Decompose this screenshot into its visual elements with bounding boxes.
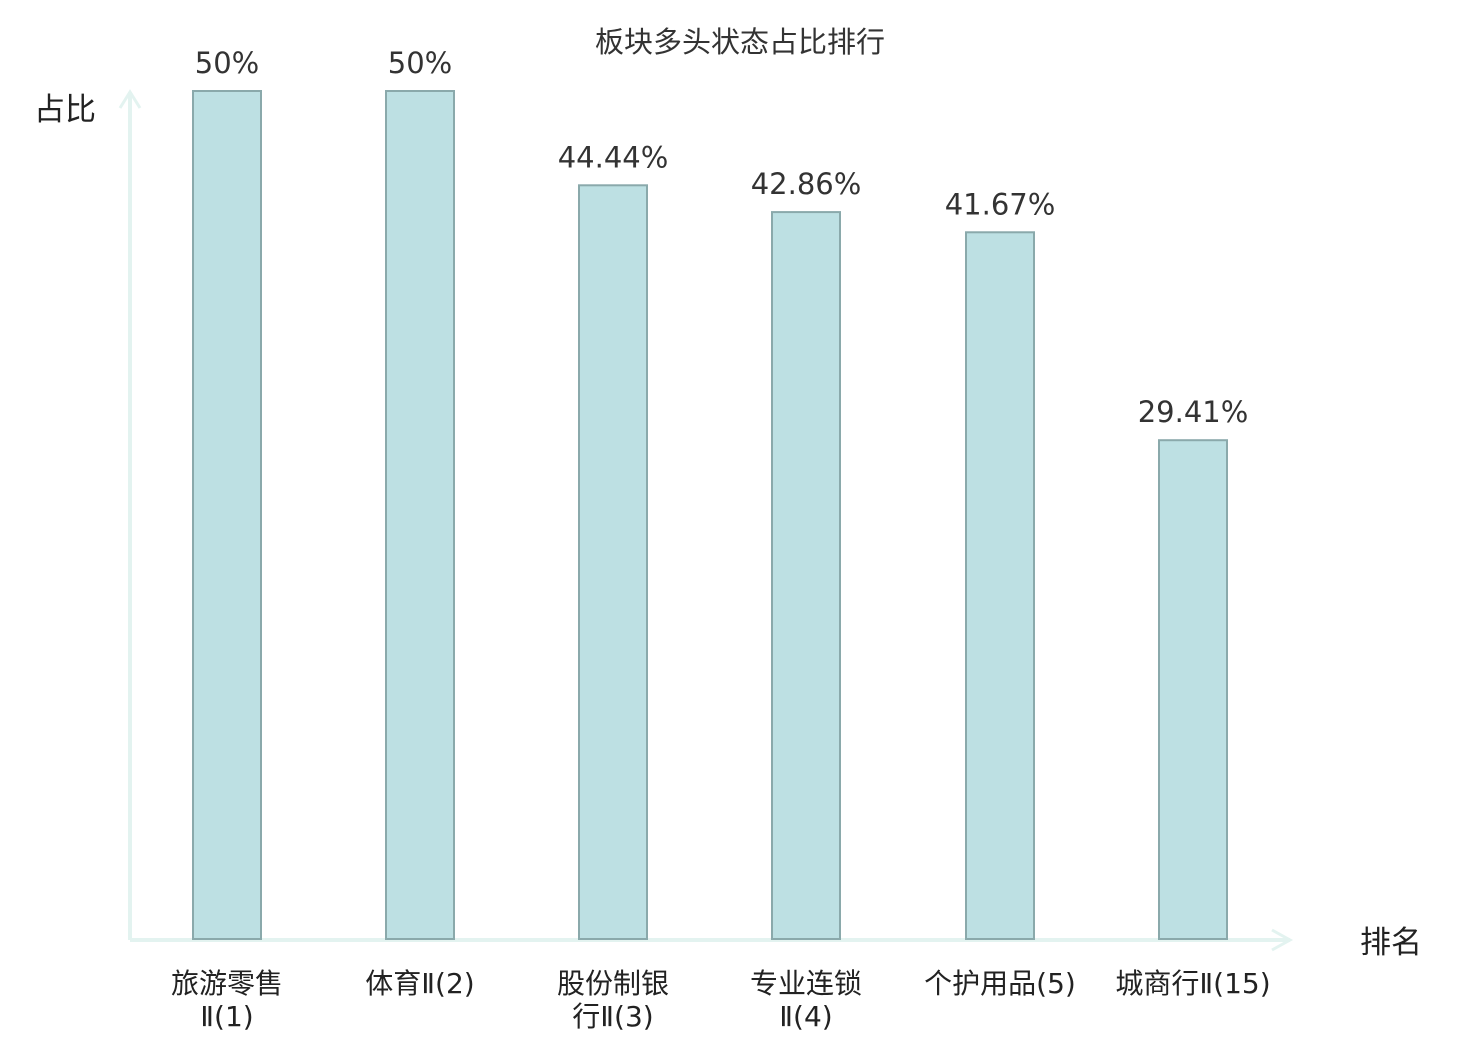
- y-axis-arrow: [118, 89, 142, 109]
- category-label-5-line-1: 个护用品(5): [924, 967, 1076, 1000]
- value-label-4: 42.86%: [751, 167, 862, 201]
- category-label-1-line-2: Ⅱ(1): [200, 1000, 253, 1033]
- category-label-3-line-1: 股份制银: [557, 967, 669, 1000]
- bar-3: [578, 184, 648, 940]
- x-axis-label: 排名: [1360, 925, 1422, 961]
- category-label-1-line-1: 旅游零售: [171, 967, 283, 1000]
- category-label-6-line-1: 城商行Ⅱ(15): [1115, 967, 1270, 1000]
- bar-5: [965, 231, 1035, 940]
- axes: [118, 89, 1294, 952]
- category-label-3-line-2: 行Ⅱ(3): [572, 1000, 653, 1033]
- y-axis-label: 占比: [34, 92, 96, 128]
- value-labels-group: 50% 50% 44.44% 42.86% 41.67% 29.41%: [195, 46, 1249, 429]
- x-axis-arrow: [1271, 928, 1294, 952]
- category-label-2-line-1: 体育Ⅱ(2): [365, 967, 474, 1000]
- bar-4: [771, 211, 841, 940]
- category-label-4-line-2: Ⅱ(4): [779, 1000, 832, 1033]
- value-label-6: 29.41%: [1138, 395, 1249, 429]
- bar-6: [1158, 439, 1228, 940]
- category-label-4-line-1: 专业连锁: [750, 967, 862, 1000]
- value-label-1: 50%: [195, 46, 259, 80]
- value-label-5: 41.67%: [945, 187, 1056, 221]
- value-label-2: 50%: [388, 46, 452, 80]
- bar-2: [385, 90, 455, 940]
- bar-1: [192, 90, 262, 940]
- value-label-3: 44.44%: [558, 140, 669, 174]
- bars-group: [192, 90, 1228, 940]
- chart-title: 板块多头状态占比排行: [595, 25, 885, 59]
